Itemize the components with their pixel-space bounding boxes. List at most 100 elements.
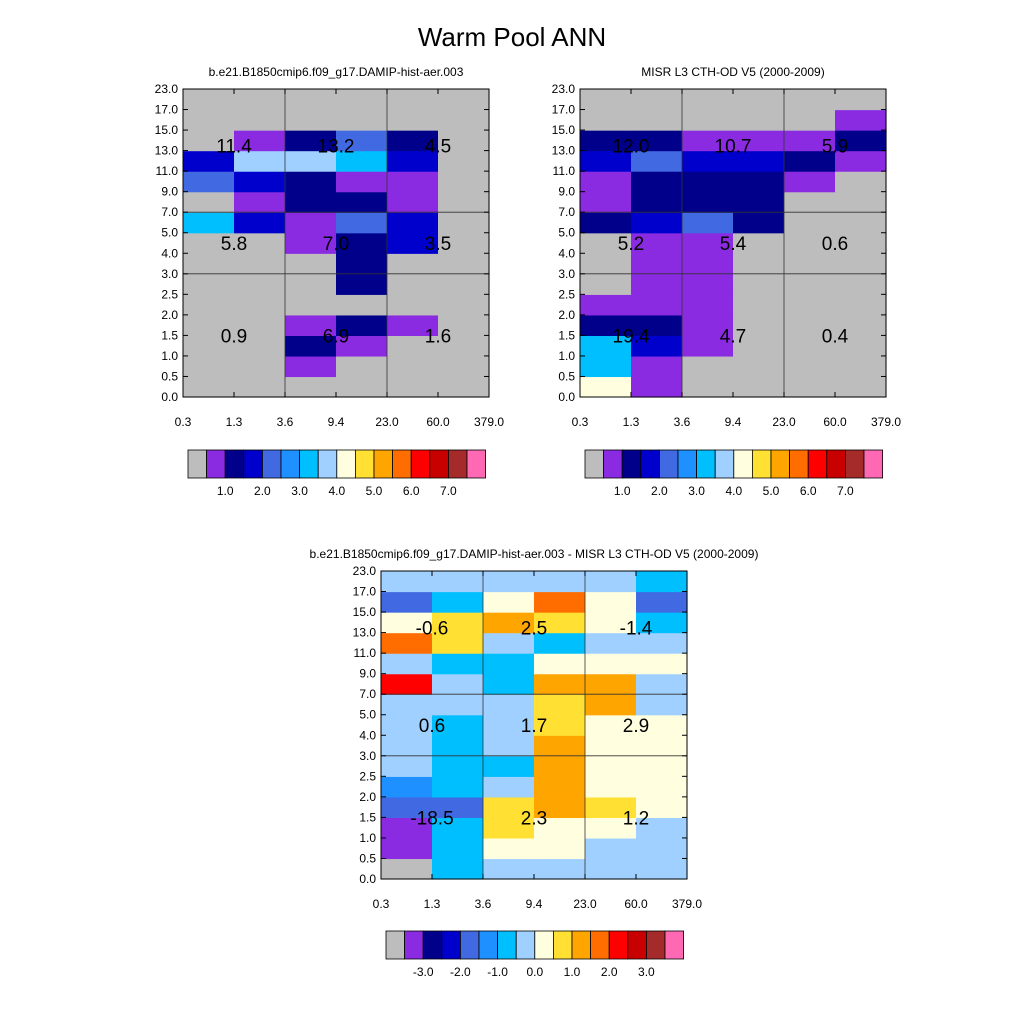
heatmap-cell bbox=[432, 612, 484, 634]
heatmap-cell bbox=[432, 858, 484, 880]
heatmap-cell bbox=[387, 109, 439, 131]
heatmap-cell bbox=[636, 694, 688, 716]
heatmap-cell bbox=[387, 294, 439, 316]
heatmap-cell bbox=[585, 591, 637, 613]
heatmap-cell bbox=[682, 335, 734, 357]
heatmap-cell bbox=[438, 335, 490, 357]
colorbar-swatch bbox=[696, 449, 716, 479]
heatmap-cell bbox=[285, 335, 337, 357]
y-tick-label: 2.0 bbox=[161, 308, 178, 322]
heatmap-cell bbox=[835, 232, 887, 254]
heatmap-cell bbox=[835, 294, 887, 316]
colorbar-label: 5.0 bbox=[763, 484, 780, 498]
heatmap-cell bbox=[631, 273, 683, 295]
heatmap-cell bbox=[733, 191, 785, 213]
y-tick-label: 23.0 bbox=[155, 82, 179, 96]
heatmap-cell bbox=[585, 632, 637, 654]
colorbar-swatch bbox=[646, 930, 666, 960]
heatmap-cell bbox=[336, 335, 388, 357]
heatmap-cell bbox=[636, 612, 688, 634]
y-tick-label: 11.0 bbox=[553, 164, 576, 178]
heatmap-cell bbox=[534, 632, 586, 654]
heatmap-cell bbox=[432, 837, 484, 860]
colorbar-swatch bbox=[354, 449, 375, 479]
colorbar-label: 2.0 bbox=[601, 965, 618, 979]
heatmap-cell bbox=[682, 89, 734, 111]
heatmap-cell bbox=[784, 253, 836, 275]
heatmap-cell bbox=[234, 294, 286, 316]
heatmap-cell bbox=[483, 673, 535, 695]
heatmap-cell bbox=[387, 314, 439, 336]
region-value-label: 2.9 bbox=[623, 716, 649, 737]
heatmap-cell bbox=[784, 171, 836, 193]
heatmap-cell bbox=[682, 273, 734, 295]
heatmap-cell bbox=[636, 776, 688, 798]
heatmap-cell bbox=[336, 212, 388, 234]
y-tick-label: 3.0 bbox=[558, 267, 575, 281]
heatmap-cell bbox=[636, 591, 688, 613]
heatmap-cell bbox=[483, 796, 535, 818]
colorbar-swatch bbox=[826, 449, 846, 479]
heatmap-cell bbox=[733, 335, 785, 357]
colorbar-swatch bbox=[584, 449, 605, 479]
heatmap-cell bbox=[534, 735, 586, 757]
x-tick-label: 23.0 bbox=[573, 897, 597, 911]
heatmap-cell bbox=[234, 376, 286, 398]
heatmap-cell bbox=[432, 796, 484, 818]
heatmap-cell bbox=[534, 817, 586, 839]
region-value-label: -1.4 bbox=[620, 618, 653, 639]
heatmap-cell bbox=[432, 591, 484, 613]
heatmap-cell bbox=[438, 150, 490, 172]
heatmap-cell bbox=[631, 150, 683, 172]
colorbar-swatch bbox=[280, 449, 301, 479]
heatmap-cell bbox=[534, 796, 586, 818]
x-tick-label: 60.0 bbox=[624, 897, 648, 911]
heatmap-cell bbox=[183, 273, 235, 295]
heatmap-cell bbox=[483, 817, 535, 839]
heatmap-cell bbox=[438, 109, 490, 131]
region-value-label: 5.4 bbox=[720, 234, 747, 255]
x-tick-label: 0.3 bbox=[175, 415, 192, 429]
heatmap-cell bbox=[285, 232, 337, 254]
heatmap-cell bbox=[636, 714, 688, 736]
heatmap-cell bbox=[585, 817, 637, 839]
heatmap-cell bbox=[636, 673, 688, 695]
heatmap-cell bbox=[432, 632, 484, 654]
heatmap-cell bbox=[285, 294, 337, 316]
x-tick-label: 379.0 bbox=[871, 415, 901, 429]
heatmap-cell bbox=[183, 376, 235, 398]
heatmap-cell bbox=[183, 355, 235, 378]
heatmap-cell bbox=[387, 355, 439, 378]
heatmap-cell bbox=[580, 212, 632, 234]
heatmap-cell bbox=[438, 191, 490, 213]
heatmap-cell bbox=[381, 571, 433, 593]
heatmap-cell bbox=[631, 171, 683, 193]
x-tick-label: 9.4 bbox=[526, 897, 543, 911]
y-tick-label: 3.0 bbox=[161, 267, 178, 281]
heatmap-cell bbox=[580, 314, 632, 336]
heatmap-cell bbox=[483, 858, 535, 880]
x-tick-label: 60.0 bbox=[823, 415, 847, 429]
heatmap-cell bbox=[432, 673, 484, 695]
colorbar-swatch bbox=[385, 930, 406, 960]
heatmap-cell bbox=[784, 376, 836, 398]
heatmap-cell bbox=[183, 150, 235, 172]
region-value-label: 4.7 bbox=[720, 326, 746, 347]
heatmap-cell bbox=[636, 735, 688, 757]
heatmap-cell bbox=[381, 653, 433, 675]
heatmap-cell bbox=[534, 858, 586, 880]
region-value-label: 10.7 bbox=[715, 136, 752, 157]
y-tick-label: 0.0 bbox=[161, 390, 178, 404]
heatmap-cell bbox=[580, 191, 632, 213]
heatmap-cell bbox=[835, 314, 887, 336]
heatmap-cell bbox=[784, 150, 836, 172]
heatmap-cell bbox=[534, 755, 586, 777]
colorbar-swatch bbox=[404, 930, 424, 960]
heatmap-cell bbox=[580, 253, 632, 275]
heatmap-cell bbox=[387, 232, 439, 254]
heatmap-cell bbox=[483, 571, 535, 593]
heatmap-cell bbox=[438, 212, 490, 234]
x-tick-label: 1.3 bbox=[623, 415, 640, 429]
colorbar-swatch bbox=[206, 449, 226, 479]
x-tick-label: 9.4 bbox=[725, 415, 742, 429]
